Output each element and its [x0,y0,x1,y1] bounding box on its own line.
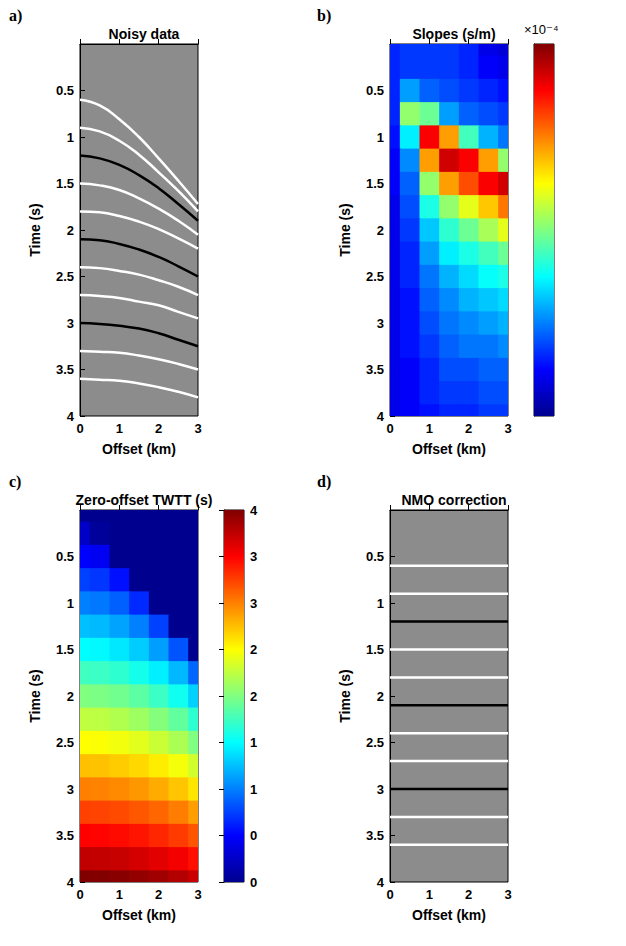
svg-text:1: 1 [250,782,257,797]
svg-text:0: 0 [250,828,257,843]
svg-text:0.5: 0.5 [366,549,384,564]
svg-text:0: 0 [386,887,393,902]
svg-text:2: 2 [250,689,257,704]
svg-text:0: 0 [386,421,393,436]
svg-text:3: 3 [250,549,257,564]
svg-text:3: 3 [377,782,384,797]
svg-text:1: 1 [377,596,384,611]
svg-text:2: 2 [250,642,257,657]
svg-text:2: 2 [377,223,384,238]
svg-text:3.5: 3.5 [366,362,384,377]
svg-text:1: 1 [67,596,74,611]
svg-text:1: 1 [116,887,123,902]
svg-text:a): a) [9,7,22,25]
svg-text:d): d) [317,473,331,491]
svg-text:Offset (km): Offset (km) [102,907,176,923]
svg-text:0.5: 0.5 [56,549,74,564]
svg-text:4: 4 [377,875,385,890]
svg-text:0.5: 0.5 [56,83,74,98]
svg-text:2: 2 [155,887,162,902]
svg-text:Time (s): Time (s) [27,203,43,256]
svg-text:3: 3 [194,887,201,902]
svg-text:2: 2 [67,689,74,704]
svg-text:2.5: 2.5 [56,735,74,750]
svg-text:2: 2 [377,689,384,704]
svg-text:2.5: 2.5 [56,269,74,284]
svg-text:0: 0 [76,421,83,436]
svg-text:1.5: 1.5 [56,176,74,191]
svg-text:1: 1 [377,130,384,145]
svg-text:3.5: 3.5 [56,362,74,377]
svg-text:0: 0 [250,875,257,890]
svg-text:2: 2 [465,421,472,436]
svg-text:3.5: 3.5 [366,828,384,843]
svg-text:Offset (km): Offset (km) [102,441,176,457]
svg-text:3: 3 [504,421,511,436]
svg-text:Time (s): Time (s) [27,669,43,722]
svg-text:3: 3 [67,782,74,797]
svg-text:b): b) [317,7,331,25]
svg-text:4: 4 [67,875,75,890]
svg-text:Offset (km): Offset (km) [412,907,486,923]
svg-text:Time (s): Time (s) [337,669,353,722]
svg-text:Time (s): Time (s) [337,203,353,256]
svg-text:0.5: 0.5 [366,83,384,98]
svg-text:1: 1 [250,735,257,750]
svg-text:×10⁻⁴: ×10⁻⁴ [524,22,559,37]
svg-text:3: 3 [504,887,511,902]
svg-text:1.5: 1.5 [56,642,74,657]
svg-text:1.5: 1.5 [366,176,384,191]
svg-text:3: 3 [250,596,257,611]
svg-text:4: 4 [250,503,258,518]
svg-text:Slopes (s/m): Slopes (s/m) [412,26,495,42]
svg-text:1: 1 [426,421,433,436]
svg-text:3: 3 [67,316,74,331]
svg-text:2: 2 [155,421,162,436]
svg-text:3: 3 [377,316,384,331]
svg-text:2: 2 [465,887,472,902]
svg-text:2.5: 2.5 [366,735,384,750]
svg-text:1: 1 [67,130,74,145]
svg-text:2.5: 2.5 [366,269,384,284]
svg-text:1: 1 [426,887,433,902]
svg-text:0: 0 [76,887,83,902]
svg-text:Zero-offset TWTT (s): Zero-offset TWTT (s) [76,492,213,508]
svg-text:c): c) [9,473,21,491]
svg-text:Offset (km): Offset (km) [412,441,486,457]
svg-text:1: 1 [116,421,123,436]
svg-text:4: 4 [377,409,385,424]
svg-text:1.5: 1.5 [366,642,384,657]
svg-text:NMO correction: NMO correction [401,492,506,508]
svg-text:4: 4 [67,409,75,424]
svg-text:2: 2 [67,223,74,238]
svg-text:3.5: 3.5 [56,828,74,843]
svg-text:3: 3 [194,421,201,436]
svg-text:Noisy data: Noisy data [109,26,180,42]
